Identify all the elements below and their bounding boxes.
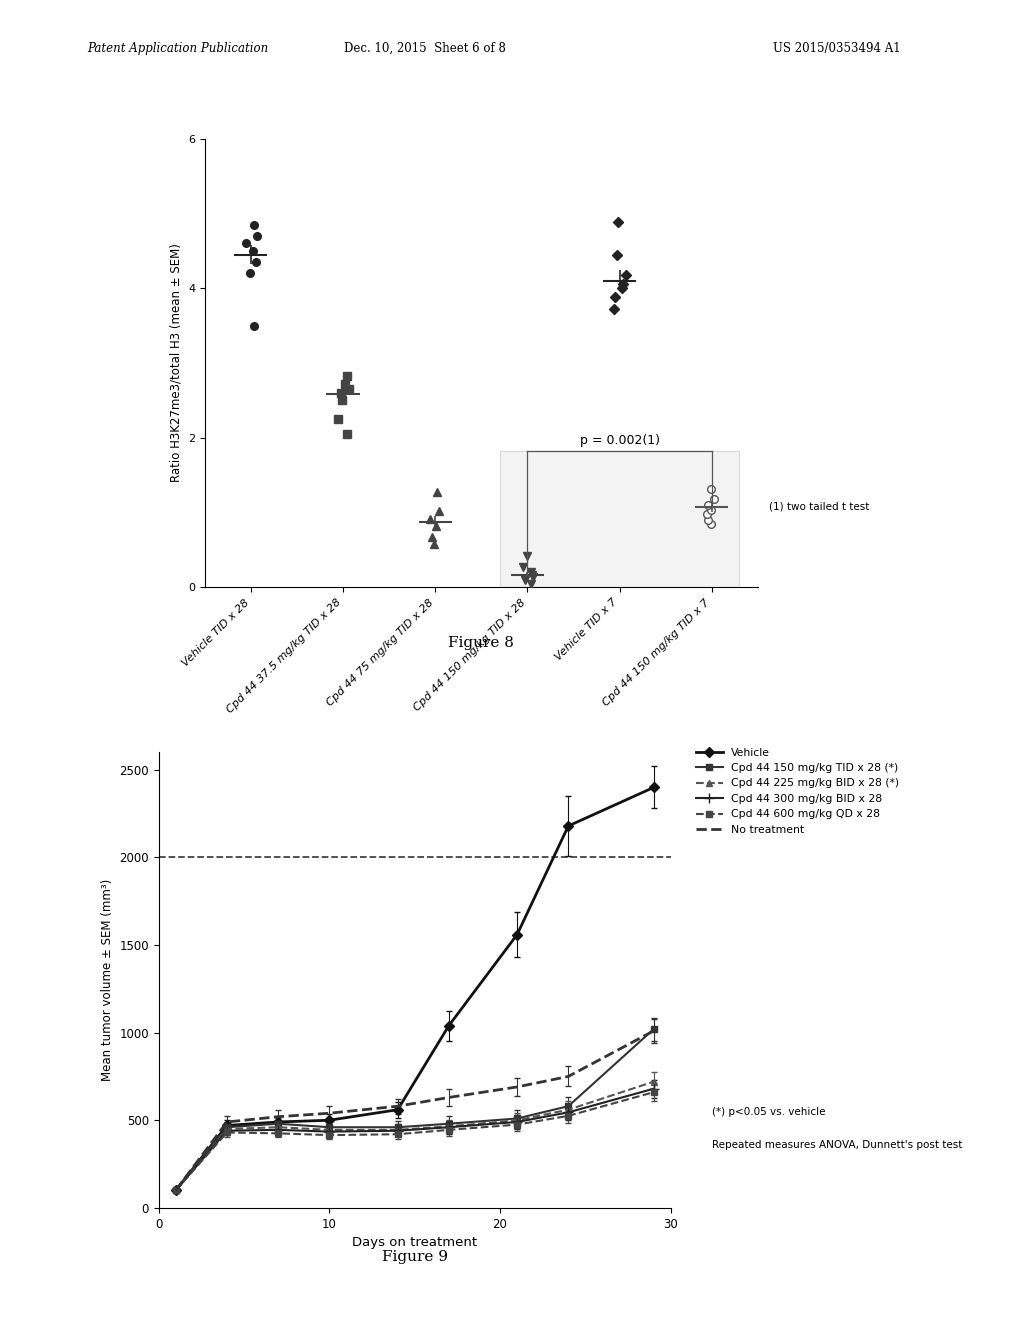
Text: (1) two tailed t test: (1) two tailed t test	[769, 502, 869, 512]
Text: US 2015/0353494 A1: US 2015/0353494 A1	[773, 42, 901, 55]
Text: Dec. 10, 2015  Sheet 6 of 8: Dec. 10, 2015 Sheet 6 of 8	[344, 42, 506, 55]
Bar	[500, 451, 739, 587]
Text: Patent Application Publication: Patent Application Publication	[87, 42, 268, 55]
Text: Figure 9: Figure 9	[382, 1250, 447, 1263]
Legend: Vehicle, Cpd 44 150 mg/kg TID x 28 (*), Cpd 44 225 mg/kg BID x 28 (*), Cpd 44 30: Vehicle, Cpd 44 150 mg/kg TID x 28 (*), …	[691, 743, 904, 840]
Y-axis label: Ratio H3K27me3/total H3 (mean ± SEM): Ratio H3K27me3/total H3 (mean ± SEM)	[169, 244, 182, 482]
Text: Figure 8: Figure 8	[449, 636, 514, 649]
Y-axis label: Mean tumor volume ± SEM (mm³): Mean tumor volume ± SEM (mm³)	[100, 879, 114, 1081]
Text: Repeated measures ANOVA, Dunnett's post test: Repeated measures ANOVA, Dunnett's post …	[712, 1140, 963, 1151]
Text: (*) p<0.05 vs. vehicle: (*) p<0.05 vs. vehicle	[712, 1107, 825, 1118]
X-axis label: Days on treatment: Days on treatment	[352, 1236, 477, 1249]
Text: p = 0.002(1): p = 0.002(1)	[580, 434, 659, 446]
